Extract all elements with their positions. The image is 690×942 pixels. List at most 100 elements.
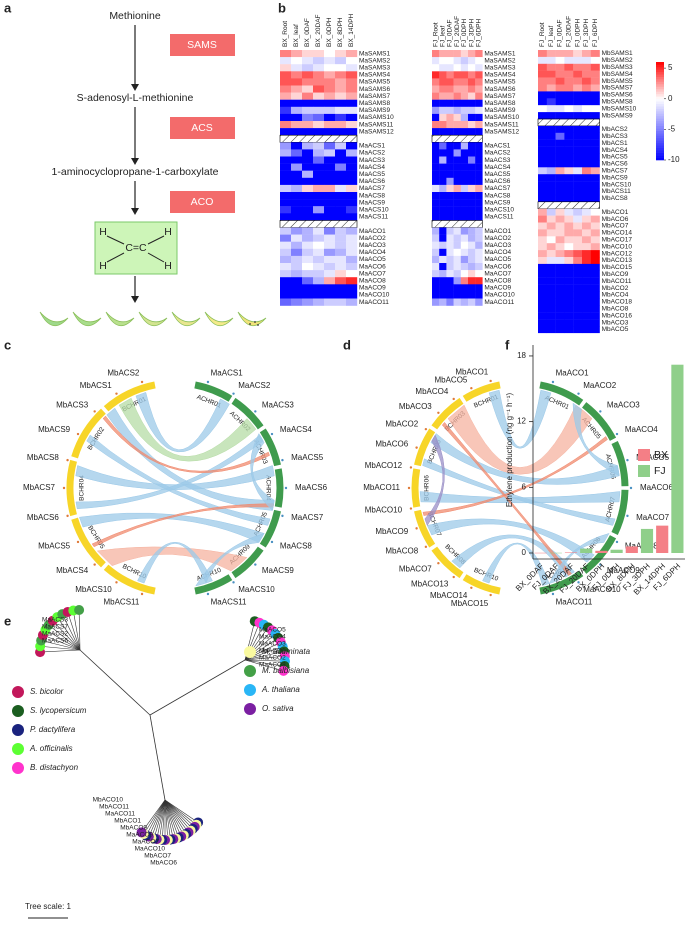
heat-cell xyxy=(555,112,565,120)
heat-cell xyxy=(468,64,476,72)
heat-cell xyxy=(573,263,583,271)
heat-cell xyxy=(280,298,292,306)
ribbon xyxy=(482,542,550,586)
heat-cell xyxy=(439,248,447,257)
heat-cell xyxy=(453,248,461,257)
heat-cell xyxy=(280,255,292,264)
heat-cell xyxy=(582,50,591,58)
row-label: MaACO8 xyxy=(484,277,511,284)
colorbar-label: 5 xyxy=(668,63,673,72)
gene-dot xyxy=(254,410,257,413)
heat-cell xyxy=(468,57,476,65)
row-label: MbSAMS5 xyxy=(602,78,633,85)
heat-cell xyxy=(439,99,447,107)
tree-label: MbACO10 xyxy=(93,797,124,804)
gene-label: MaACS5 xyxy=(291,453,324,462)
heat-cell xyxy=(302,227,314,235)
heat-cell xyxy=(291,163,303,171)
gene-dot xyxy=(409,466,413,469)
panel-label: e xyxy=(4,613,11,628)
gene-label: MaACS9 xyxy=(262,566,295,575)
ribbon xyxy=(250,433,275,511)
heat-cell xyxy=(468,255,476,264)
heat-cell xyxy=(590,263,600,271)
heat-cell xyxy=(446,78,454,86)
heat-cell xyxy=(460,206,469,214)
heat-cell xyxy=(590,215,600,223)
heat-cell xyxy=(555,153,565,161)
heat-cell xyxy=(446,255,454,264)
heat-cell xyxy=(546,132,556,140)
heat-cell xyxy=(546,91,556,99)
colorbar-step xyxy=(656,101,664,104)
heat-cell xyxy=(324,234,336,242)
heat-cell xyxy=(564,277,574,285)
heat-cell xyxy=(582,132,591,140)
heat-cell xyxy=(446,298,454,306)
heat-cell xyxy=(475,99,483,107)
arrow-head xyxy=(131,158,139,165)
heat-cell xyxy=(280,241,292,249)
legend-label: B. distachyon xyxy=(30,763,79,772)
row-label: MaACO3 xyxy=(484,242,511,249)
chromosome xyxy=(231,397,264,430)
heat-cell xyxy=(564,63,574,71)
row-label: MaSAMS6 xyxy=(484,86,515,93)
leaf-dot xyxy=(278,665,289,676)
heat-cell xyxy=(313,177,325,186)
heat-cell xyxy=(439,163,447,171)
heat-cell xyxy=(446,57,454,65)
gene-dot xyxy=(270,432,274,436)
heat-cell xyxy=(460,106,469,115)
heat-cell xyxy=(590,250,600,258)
heat-cell xyxy=(302,71,314,79)
heat-cell xyxy=(446,199,454,207)
heat-cell xyxy=(280,263,292,271)
chromosome xyxy=(411,468,421,508)
heat-cell xyxy=(453,106,461,115)
heat-cell xyxy=(538,263,547,271)
row-label: MbACS8 xyxy=(602,195,628,202)
branch xyxy=(141,799,166,833)
row-label: MaACS4 xyxy=(484,164,510,171)
tree-label: MaACS3 xyxy=(42,617,68,624)
branch xyxy=(161,799,166,840)
heat-cell xyxy=(582,146,591,154)
ethylene-box xyxy=(94,221,178,275)
heat-cell xyxy=(453,206,461,214)
row-label: MbACO14 xyxy=(602,230,633,237)
heat-cell xyxy=(564,194,574,202)
heat-cell xyxy=(302,121,314,129)
bond-line xyxy=(147,252,165,263)
heat-cell xyxy=(468,71,476,79)
row-label: MaSAMS12 xyxy=(484,128,519,135)
gene-label: MaACO2 xyxy=(583,381,616,390)
heat-cell xyxy=(291,177,303,186)
atom: H xyxy=(99,260,107,272)
heat-cell xyxy=(538,270,547,278)
gene-label: MbACO12 xyxy=(365,461,403,470)
heat-cell xyxy=(460,50,469,58)
colorbar-step xyxy=(656,81,664,85)
leaf-dot xyxy=(74,605,85,616)
tree-label: MbACO1 xyxy=(114,818,141,825)
heat-cell xyxy=(573,181,583,189)
row-label: MaACO1 xyxy=(359,228,386,235)
heat-cell xyxy=(460,64,469,72)
heat-cell xyxy=(582,194,591,202)
heat-cell xyxy=(538,298,547,306)
heat-cell xyxy=(280,85,292,93)
heat-cell xyxy=(453,99,461,107)
chromosome xyxy=(71,517,106,568)
heat-cell xyxy=(302,192,314,200)
row-label: MbACO10 xyxy=(602,243,633,250)
heat-cell xyxy=(335,78,347,86)
row-label: MaACS10 xyxy=(359,206,389,213)
heat-cell xyxy=(280,142,292,150)
heat-cell xyxy=(313,184,325,193)
heat-cell xyxy=(302,156,314,164)
heat-cell xyxy=(468,192,476,200)
row-label: MaACS5 xyxy=(484,171,510,178)
column-label: BX_8DPH xyxy=(337,17,344,47)
enzyme-box xyxy=(170,34,235,56)
